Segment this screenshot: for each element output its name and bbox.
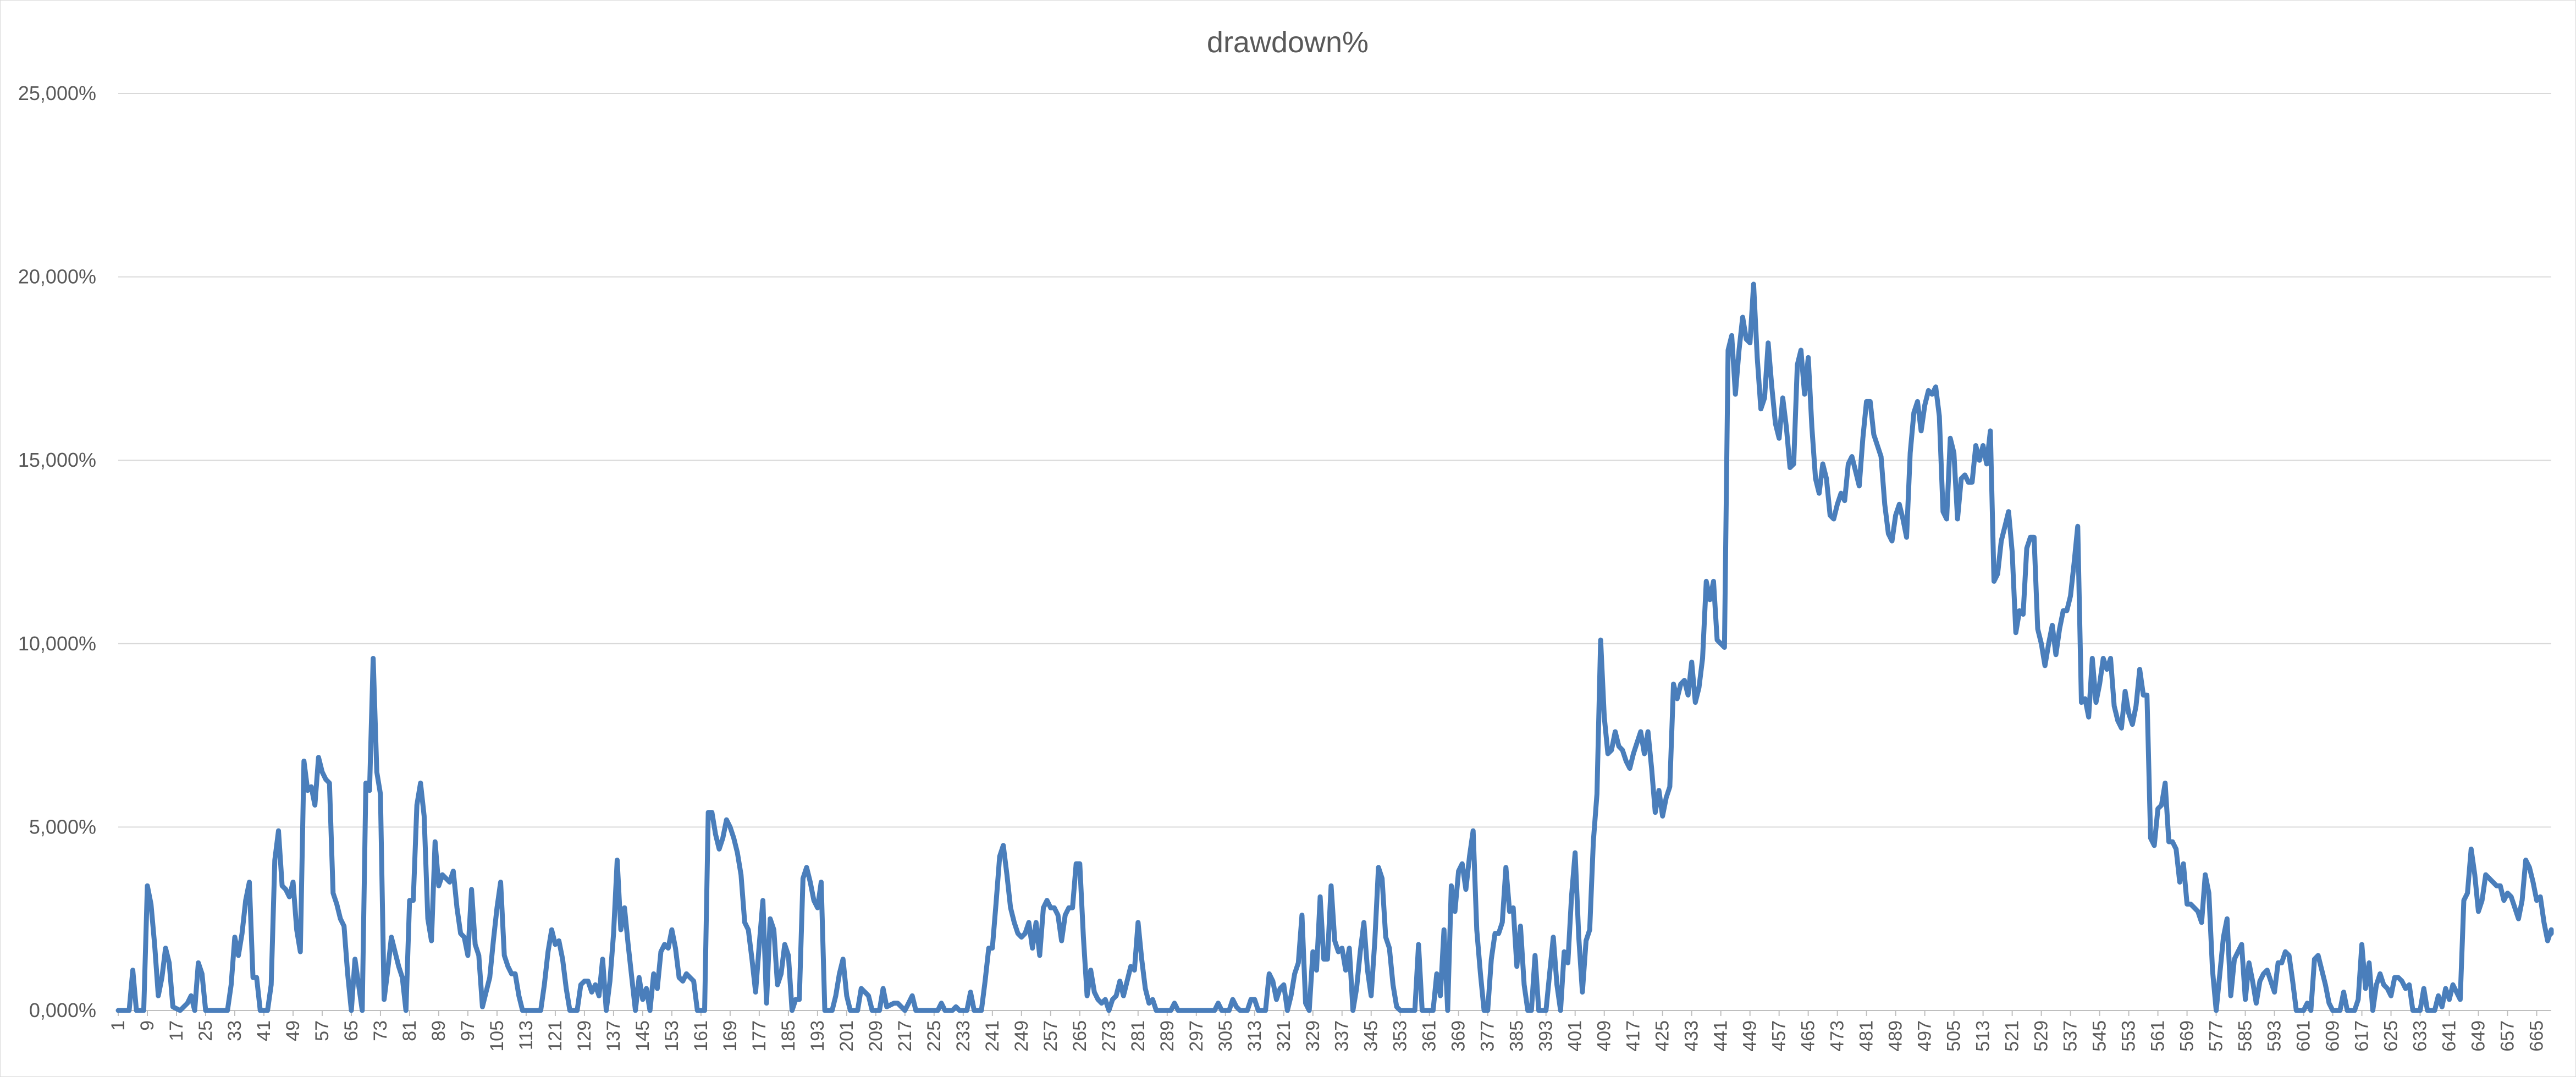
x-tick-label: 185 [778,1020,799,1052]
x-tick-label: 569 [2177,1020,2198,1052]
x-tick-label: 609 [2323,1020,2343,1052]
x-tick-label: 657 [2497,1020,2518,1052]
x-tick-label: 321 [1273,1020,1294,1052]
y-tick-label: 0,000% [29,999,96,1021]
gridlines [118,93,2551,828]
x-tick-label: 593 [2264,1020,2285,1052]
x-tick-label: 145 [632,1020,653,1052]
x-tick-label: 9 [137,1020,158,1031]
x-tick-label: 625 [2381,1020,2402,1052]
x-tick-label: 257 [1040,1020,1061,1052]
x-tick-label: 313 [1244,1020,1265,1052]
x-tick-label: 337 [1332,1020,1353,1052]
x-tick-label: 617 [2352,1020,2373,1052]
x-tick-label: 1 [108,1020,129,1031]
x-tick-label: 329 [1303,1020,1323,1052]
x-tick-label: 361 [1419,1020,1440,1052]
x-tick-label: 585 [2235,1020,2256,1052]
x-axis: 1 9 17 25 33 41 49 57 65 73 81 89 97 105 113 121 129 137 1… [108,1010,2551,1052]
x-tick-label: 97 [457,1020,478,1041]
x-tick-label: 25 [195,1020,216,1041]
x-tick-label: 241 [982,1020,1003,1052]
x-tick-label: 33 [224,1020,245,1041]
x-tick-label: 497 [1915,1020,1935,1052]
x-tick-label: 137 [603,1020,624,1052]
x-tick-label: 641 [2439,1020,2460,1052]
y-tick-label: 25,000% [18,82,96,104]
x-tick-label: 545 [2089,1020,2110,1052]
x-tick-label: 225 [924,1020,945,1052]
x-tick-label: 81 [399,1020,420,1041]
x-tick-label: 177 [749,1020,770,1052]
x-tick-label: 113 [516,1020,537,1050]
x-tick-label: 417 [1623,1020,1644,1052]
x-tick-label: 489 [1885,1020,1906,1052]
x-tick-label: 561 [2148,1020,2169,1052]
x-tick-label: 601 [2293,1020,2314,1052]
x-tick-label: 273 [1099,1020,1119,1052]
x-tick-label: 89 [428,1020,449,1041]
x-tick-label: 377 [1477,1020,1498,1052]
x-tick-label: 265 [1069,1020,1090,1052]
x-tick-label: 289 [1157,1020,1178,1052]
x-tick-label: 369 [1448,1020,1469,1052]
x-tick-label: 17 [166,1020,187,1041]
x-tick-label: 73 [370,1020,391,1041]
x-tick-label: 305 [1215,1020,1236,1052]
x-tick-label: 57 [312,1020,333,1041]
x-tick-label: 201 [836,1020,857,1052]
x-tick-label: 233 [953,1020,974,1052]
x-tick-label: 665 [2527,1020,2547,1052]
x-tick-label: 425 [1652,1020,1673,1052]
x-tick-label: 649 [2468,1020,2489,1052]
x-tick-label: 513 [1973,1020,1994,1052]
x-tick-label: 393 [1536,1020,1557,1052]
x-tick-label: 121 [545,1020,566,1052]
x-tick-label: 481 [1856,1020,1877,1052]
x-tick-label: 409 [1594,1020,1615,1052]
x-tick-label: 49 [283,1020,304,1041]
x-tick-label: 161 [691,1020,711,1052]
x-tick-label: 249 [1011,1020,1032,1052]
y-tick-label: 5,000% [29,815,96,838]
x-tick-label: 169 [720,1020,741,1052]
x-tick-label: 193 [807,1020,828,1052]
x-tick-label: 457 [1769,1020,1790,1052]
x-tick-label: 281 [1128,1020,1149,1052]
x-tick-label: 505 [1944,1020,1965,1052]
x-tick-label: 521 [2002,1020,2023,1052]
x-tick-label: 465 [1798,1020,1819,1052]
chart-title: drawdown% [1207,26,1369,59]
x-tick-label: 385 [1507,1020,1527,1052]
x-tick-label: 65 [341,1020,362,1041]
y-tick-label: 20,000% [18,266,96,288]
x-tick-label: 473 [1827,1020,1848,1052]
y-tick-label: 15,000% [18,449,96,471]
x-tick-label: 353 [1390,1020,1411,1052]
x-tick-label: 345 [1361,1020,1382,1052]
x-tick-label: 401 [1565,1020,1586,1052]
x-tick-label: 553 [2119,1020,2139,1052]
x-tick-label: 433 [1681,1020,1702,1052]
x-tick-label: 105 [487,1020,508,1052]
y-axis: 0,000% 5,000% 10,000% 15,000% 20,000% 25,000% [18,82,96,1021]
x-tick-label: 633 [2410,1020,2431,1052]
series-layer [115,281,2554,1013]
x-tick-label: 129 [574,1020,595,1052]
x-tick-label: 449 [1740,1020,1761,1052]
series-line-drawdown [115,281,2554,1013]
x-tick-label: 209 [865,1020,886,1052]
x-tick-label: 153 [661,1020,682,1052]
x-tick-label: 41 [253,1020,274,1041]
x-tick-label: 217 [895,1020,915,1052]
y-tick-label: 10,000% [18,632,96,655]
x-tick-label: 537 [2060,1020,2081,1052]
x-tick-label: 297 [1186,1020,1207,1052]
x-tick-label: 441 [1711,1020,1731,1052]
x-tick-label: 577 [2206,1020,2227,1052]
x-tick-label: 529 [2031,1020,2052,1052]
